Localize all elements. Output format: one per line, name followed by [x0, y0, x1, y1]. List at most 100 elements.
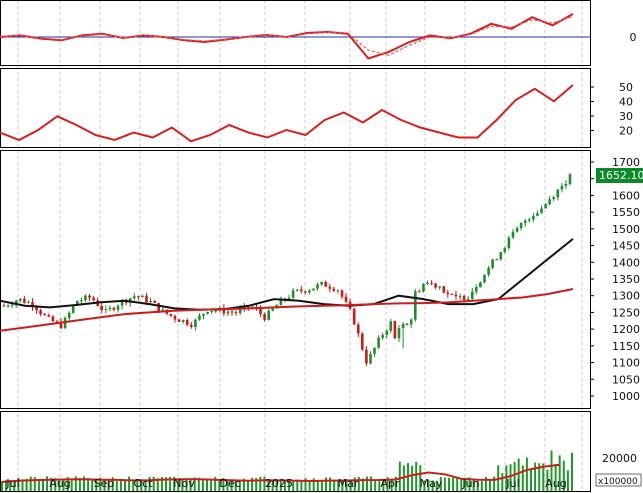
- volume-bar: [193, 477, 196, 491]
- oscillator-series-dashed: [0, 15, 574, 56]
- candle-body: [523, 220, 527, 224]
- volume-bar: [124, 480, 126, 491]
- volume-bar: [230, 480, 233, 491]
- candle-body: [76, 300, 79, 306]
- candle-body: [104, 309, 108, 311]
- oscillator-lines: [0, 13, 574, 60]
- volume-bar: [234, 480, 237, 491]
- volume-bar: [177, 478, 180, 491]
- volume-bar: [509, 464, 512, 491]
- candle-body: [234, 312, 238, 314]
- momentum-series: [0, 84, 574, 143]
- price-tick-label: 1050: [612, 373, 640, 386]
- volume-bar: [283, 480, 286, 491]
- volume-bar: [279, 481, 282, 491]
- candle-body: [316, 284, 319, 289]
- volume-bar: [255, 478, 258, 491]
- candle-body: [120, 299, 124, 306]
- last-price-badge: [596, 168, 643, 183]
- volume-bar: [5, 479, 8, 491]
- price-tick-label: 1000: [612, 390, 640, 403]
- volume-bar: [119, 479, 122, 491]
- candle-body: [100, 306, 103, 310]
- candle-body: [332, 288, 336, 291]
- candle-body: [471, 291, 474, 299]
- candle-body: [507, 237, 511, 248]
- volume-bar: [341, 480, 344, 491]
- volume-bar: [156, 478, 159, 491]
- candle-body: [540, 208, 543, 214]
- volume-bar: [160, 476, 163, 491]
- volume-bar: [99, 477, 102, 491]
- candle-body: [414, 291, 417, 320]
- candle-body: [259, 308, 262, 314]
- volume-bar: [242, 478, 245, 491]
- volume-bar: [165, 477, 167, 491]
- volume-bar: [468, 477, 471, 491]
- candle-body: [92, 297, 95, 301]
- volume-bar: [411, 465, 414, 491]
- candle-body: [59, 321, 63, 329]
- candle-body: [210, 310, 213, 312]
- volume-bar: [550, 450, 553, 491]
- x-axis-label: Mar: [338, 477, 359, 490]
- candle-body: [536, 213, 539, 216]
- candle-body: [458, 296, 462, 297]
- volume-bar: [136, 478, 139, 491]
- x-axis-label: Aug: [49, 477, 70, 490]
- volume-bar: [189, 478, 192, 491]
- volume-bars: [1, 450, 573, 491]
- volume-bar: [296, 479, 299, 491]
- volume-bar: [46, 476, 49, 491]
- candle-body: [426, 282, 429, 285]
- volume-bar: [558, 455, 561, 491]
- candle-body: [357, 324, 360, 334]
- candle-body: [340, 290, 344, 297]
- volume-bar: [62, 478, 65, 491]
- volume-bar: [493, 476, 496, 491]
- candle-body: [475, 287, 478, 292]
- volume-bar: [218, 480, 221, 491]
- candle-body: [295, 289, 299, 291]
- momentum-line-layer: [0, 84, 574, 143]
- candle-body: [194, 319, 197, 327]
- oscillator-tick-0: 0: [630, 31, 637, 44]
- volume-bar: [115, 481, 118, 491]
- momentum-tick-label: 30: [619, 110, 633, 123]
- candle-body: [67, 312, 71, 318]
- candle-body: [479, 282, 482, 288]
- volume-bar: [70, 480, 73, 491]
- candle-body: [202, 313, 205, 316]
- price-candles: [2, 173, 572, 366]
- volume-bar: [17, 477, 20, 491]
- volume-bar: [386, 477, 389, 491]
- volume-bar: [37, 480, 40, 491]
- x-axis-label: May: [420, 477, 443, 490]
- candle-body: [198, 315, 201, 320]
- volume-unit-box: [595, 473, 642, 487]
- volume-bar: [29, 476, 32, 491]
- ma-red: [0, 288, 574, 332]
- volume-bar: [50, 477, 53, 491]
- candle-body: [116, 305, 120, 310]
- volume-bar: [54, 478, 57, 491]
- candle-body: [487, 267, 490, 275]
- candle-body: [483, 274, 486, 283]
- volume-bar: [390, 478, 393, 491]
- volume-bar: [423, 480, 426, 491]
- price-tick-label: 1200: [612, 323, 640, 336]
- candle-body: [35, 306, 38, 311]
- candle-body: [393, 321, 397, 339]
- candle-body: [271, 308, 274, 311]
- candle-body: [27, 302, 30, 304]
- volume-bar: [128, 476, 131, 491]
- volume-bar: [169, 476, 172, 491]
- volume-bar: [263, 476, 266, 491]
- candle-body: [308, 290, 311, 293]
- price-tick-label: 1350: [612, 273, 640, 286]
- volume-bar: [521, 465, 524, 491]
- volume-bar: [357, 477, 360, 491]
- volume-bar: [456, 477, 459, 491]
- volume-bar: [288, 480, 291, 491]
- x-axis-label: Jul: [505, 477, 519, 490]
